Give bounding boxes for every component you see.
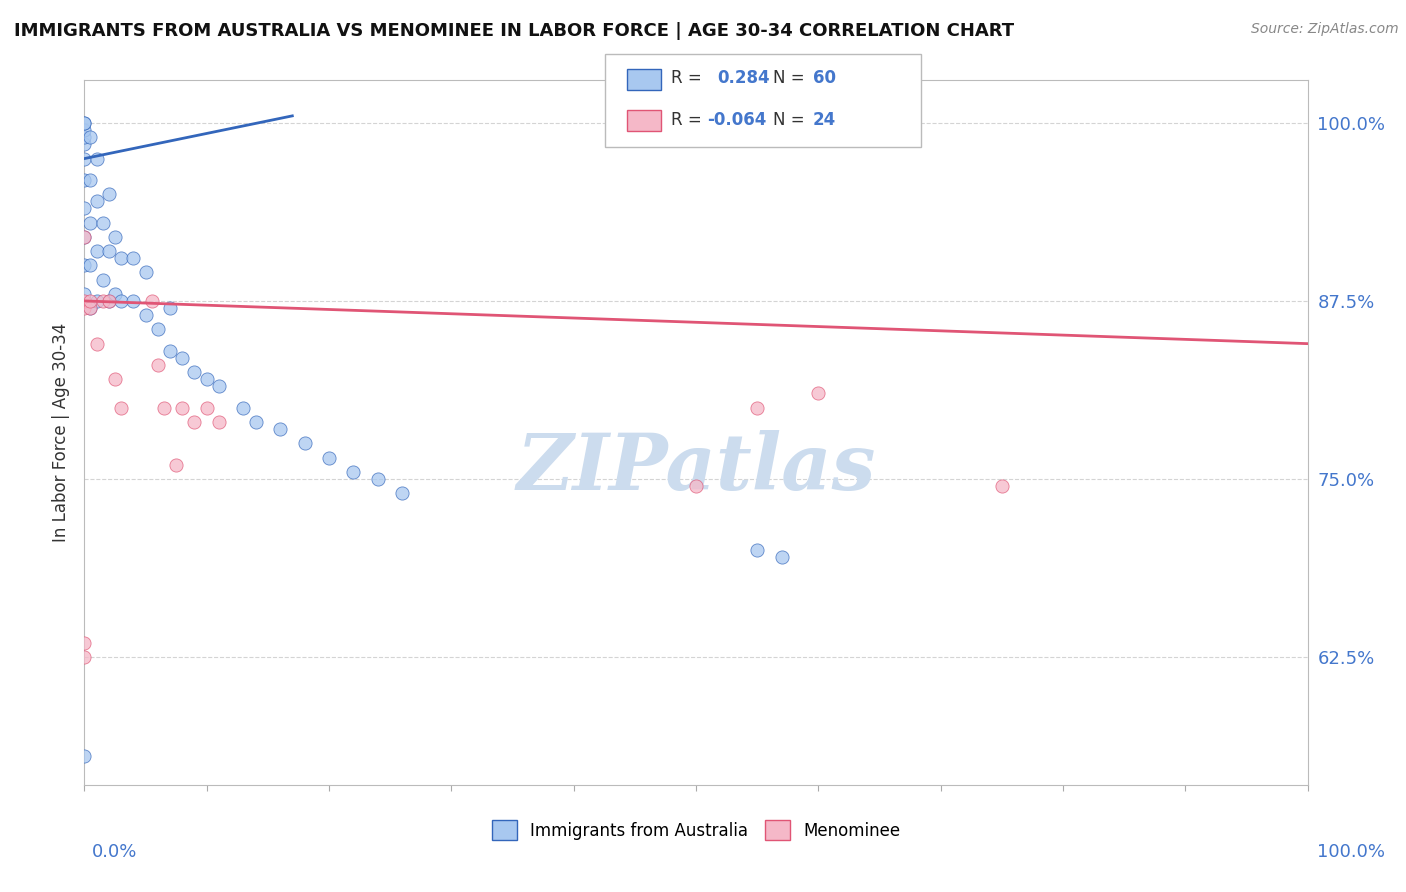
Point	[73, 152, 96, 166]
Point	[79, 173, 101, 187]
Text: 100.0%: 100.0%	[1317, 843, 1385, 861]
Point	[73, 230, 96, 244]
Text: 24: 24	[813, 111, 837, 128]
Text: R =: R =	[671, 111, 702, 128]
Point	[747, 543, 769, 558]
Point	[86, 293, 108, 308]
Point	[159, 343, 181, 358]
Text: R =: R =	[671, 70, 702, 87]
Point	[991, 479, 1014, 493]
Point	[159, 301, 181, 315]
Point	[172, 351, 194, 365]
Point	[747, 401, 769, 415]
Text: ZIPatlas: ZIPatlas	[516, 430, 876, 506]
Point	[73, 649, 96, 664]
Point	[110, 293, 132, 308]
Point	[73, 130, 96, 145]
Point	[73, 293, 96, 308]
Point	[97, 293, 120, 308]
Point	[770, 550, 793, 565]
Point	[146, 358, 169, 372]
Point	[79, 216, 101, 230]
Point	[73, 286, 96, 301]
Text: N =: N =	[773, 70, 804, 87]
Point	[73, 749, 96, 764]
Point	[79, 301, 101, 315]
Point	[79, 301, 101, 315]
Point	[110, 401, 132, 415]
Point	[104, 372, 127, 386]
Point	[73, 258, 96, 272]
Point	[79, 130, 101, 145]
Point	[146, 322, 169, 336]
Text: IMMIGRANTS FROM AUSTRALIA VS MENOMINEE IN LABOR FORCE | AGE 30-34 CORRELATION CH: IMMIGRANTS FROM AUSTRALIA VS MENOMINEE I…	[14, 22, 1014, 40]
Point	[86, 244, 108, 259]
Text: -0.064: -0.064	[707, 111, 766, 128]
Point	[318, 450, 340, 465]
Point	[135, 308, 157, 322]
Point	[183, 415, 205, 429]
Point	[141, 293, 163, 308]
Point	[104, 286, 127, 301]
Text: 0.0%: 0.0%	[91, 843, 136, 861]
Point	[183, 365, 205, 379]
Point	[91, 216, 114, 230]
Point	[685, 479, 707, 493]
Y-axis label: In Labor Force | Age 30-34: In Labor Force | Age 30-34	[52, 323, 70, 542]
Point	[73, 301, 96, 315]
Point	[269, 422, 291, 436]
Point	[104, 230, 127, 244]
Point	[110, 251, 132, 265]
Point	[153, 401, 176, 415]
Point	[91, 293, 114, 308]
Point	[79, 293, 101, 308]
Legend: Immigrants from Australia, Menominee: Immigrants from Australia, Menominee	[485, 814, 907, 847]
Point	[245, 415, 267, 429]
Point	[195, 372, 218, 386]
Point	[391, 486, 413, 500]
Point	[73, 123, 96, 137]
Point	[294, 436, 316, 450]
Point	[208, 379, 231, 393]
Point	[97, 187, 120, 202]
Point	[195, 401, 218, 415]
Point	[73, 230, 96, 244]
Point	[73, 635, 96, 649]
Point	[73, 202, 96, 216]
Text: 60: 60	[813, 70, 835, 87]
Point	[97, 293, 120, 308]
Point	[73, 137, 96, 152]
Point	[122, 293, 145, 308]
Point	[97, 244, 120, 259]
Text: Source: ZipAtlas.com: Source: ZipAtlas.com	[1251, 22, 1399, 37]
Point	[79, 258, 101, 272]
Point	[73, 173, 96, 187]
Text: N =: N =	[773, 111, 804, 128]
Point	[208, 415, 231, 429]
Point	[342, 465, 364, 479]
Point	[86, 194, 108, 209]
Point	[165, 458, 187, 472]
Point	[91, 272, 114, 286]
Text: 0.284: 0.284	[717, 70, 769, 87]
Point	[73, 116, 96, 130]
Point	[172, 401, 194, 415]
Point	[122, 251, 145, 265]
Point	[807, 386, 830, 401]
Point	[86, 336, 108, 351]
Point	[86, 152, 108, 166]
Point	[232, 401, 254, 415]
Point	[367, 472, 389, 486]
Point	[73, 116, 96, 130]
Point	[135, 265, 157, 279]
